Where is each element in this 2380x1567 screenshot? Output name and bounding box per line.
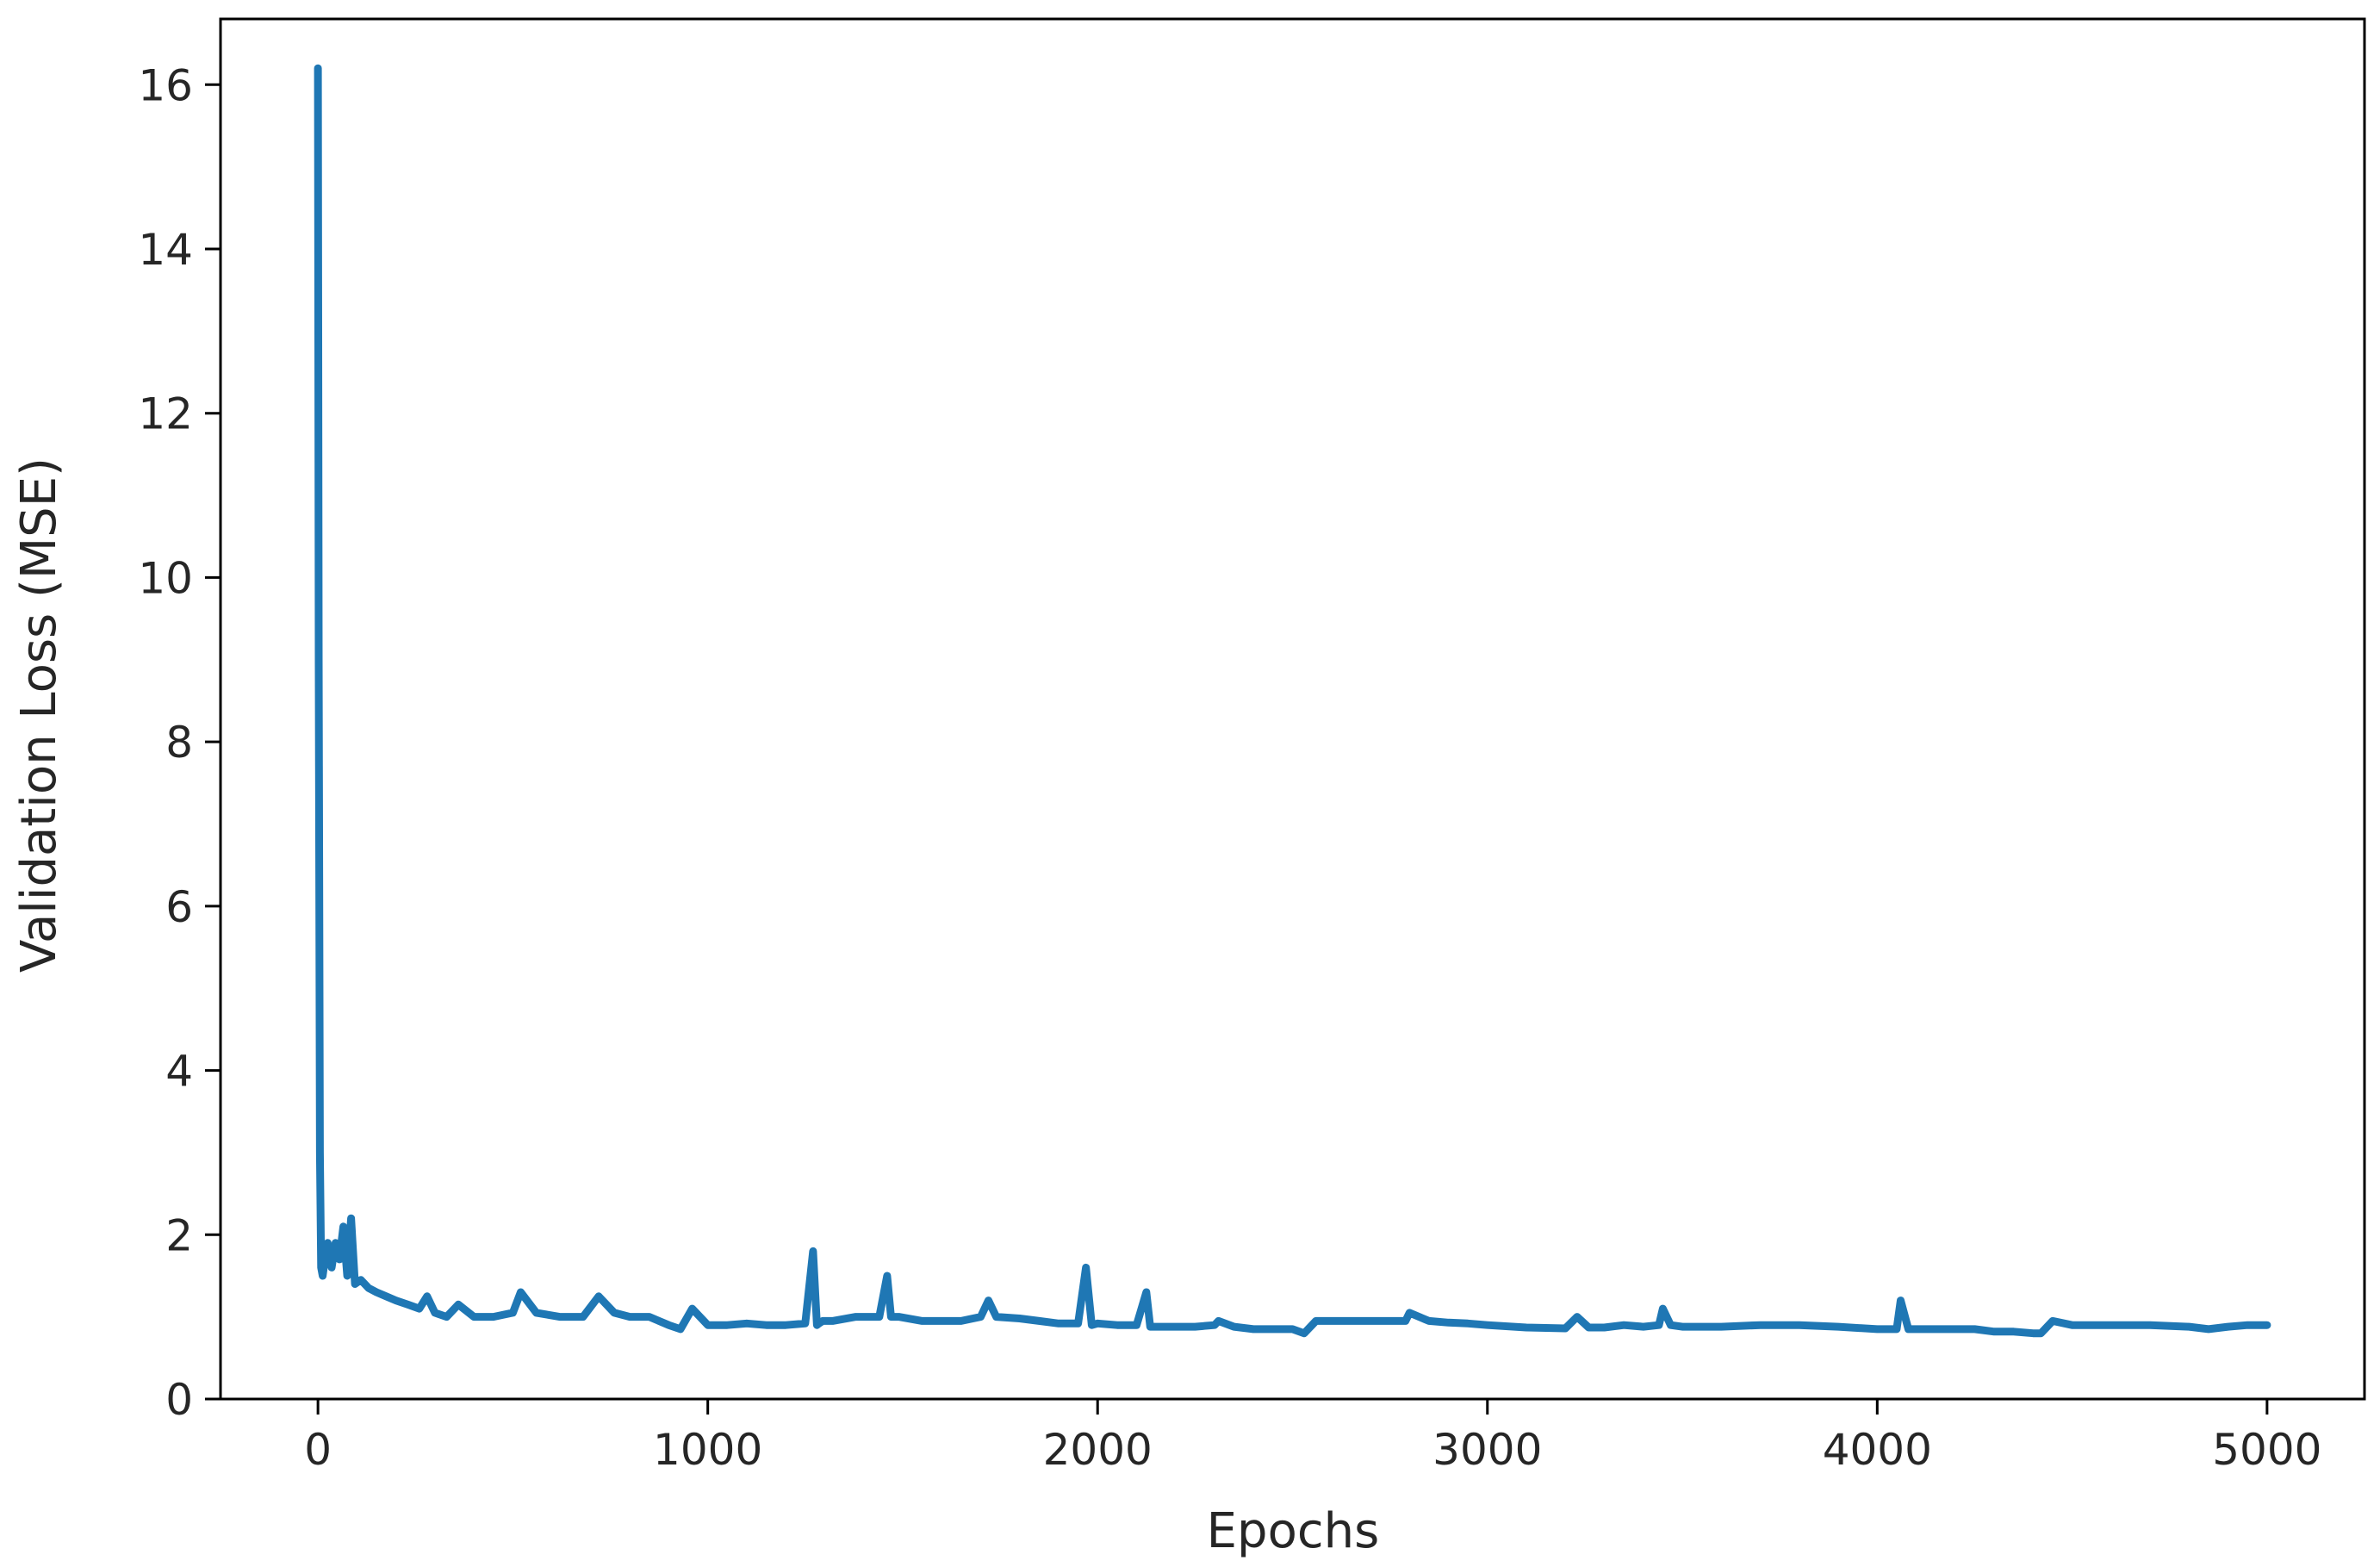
y-tick-label: 0 (165, 1375, 193, 1425)
y-tick-label: 16 (138, 60, 193, 110)
axes: 0 1000 2000 3000 4000 5000 0 2 4 6 8 10 12 14 16 (138, 17, 2366, 1475)
plot-frame (219, 17, 2366, 1401)
x-tick-label: 1000 (653, 1425, 762, 1475)
y-tick-label: 10 (138, 553, 193, 603)
y-tick-label: 2 (165, 1210, 193, 1260)
series-line-0 (314, 64, 2271, 1338)
x-tick-label: 0 (304, 1425, 332, 1475)
plot-area (314, 64, 2271, 1338)
x-tick-label: 4000 (1823, 1425, 1932, 1475)
y-tick-label: 6 (165, 882, 193, 932)
x-tick-label: 3000 (1432, 1425, 1542, 1475)
y-tick-label: 14 (138, 225, 193, 275)
y-axis-label: Validation Loss (MSE) (11, 457, 67, 973)
y-tick-label: 12 (138, 389, 193, 439)
x-tick-label: 2000 (1043, 1425, 1153, 1475)
y-tick-label: 8 (165, 718, 193, 768)
x-axis-label: Epochs (1207, 1503, 1380, 1559)
x-tick-label: 5000 (2212, 1425, 2321, 1475)
y-tick-label: 4 (165, 1047, 193, 1097)
